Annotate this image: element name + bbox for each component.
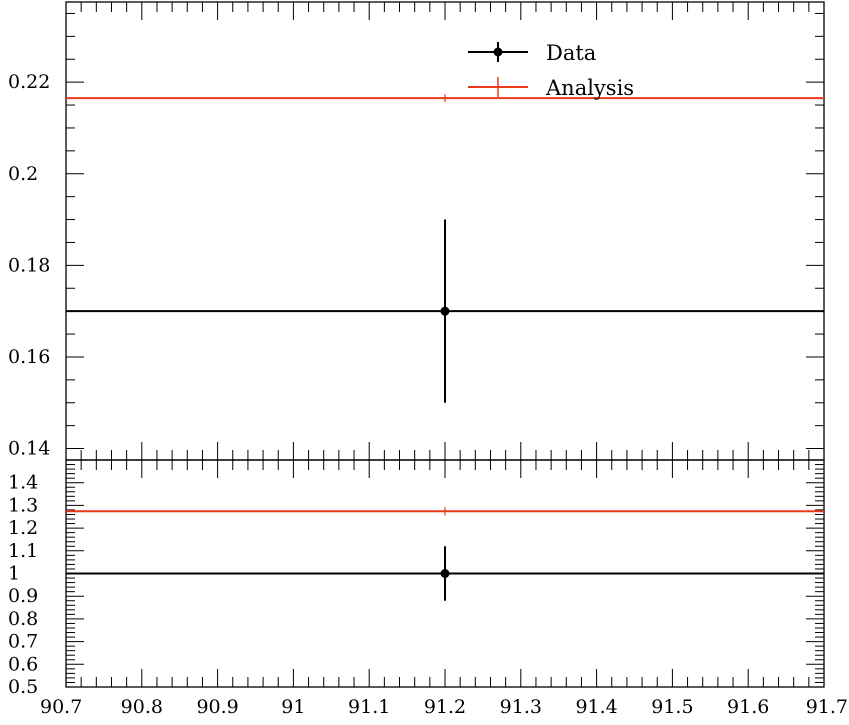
ratio-ytick-label: 1	[8, 563, 20, 585]
ratio-ytick-label: 0.8	[8, 608, 38, 630]
xtick-label: 90.9	[196, 696, 238, 718]
legend-label-data: Data	[546, 41, 596, 65]
ratio-data-marker	[440, 569, 450, 578]
ratio-ytick-label: 0.7	[8, 631, 38, 653]
xtick-label: 91.3	[500, 696, 542, 718]
ratio-ytick-label: 1.3	[8, 494, 38, 516]
main-ytick-label: 0.2	[8, 163, 38, 185]
main-panel: 0.14 0.16 0.18 0.2 0.22	[8, 1, 825, 461]
ratio-ytick-label: 0.9	[8, 585, 38, 607]
xtick-label: 91.5	[651, 696, 693, 718]
xtick-label: 91.2	[424, 696, 466, 718]
xtick-label: 91.6	[727, 696, 769, 718]
ratio-panel: 0.50.60.70.80.911.11.21.31.4 90.7 90.8 90.9…	[8, 459, 848, 718]
xtick-label: 91	[281, 696, 305, 718]
ratio-ytick-label: 0.5	[8, 676, 38, 698]
xtick-label: 91.1	[348, 696, 390, 718]
main-ytick-label: 0.16	[8, 346, 50, 368]
xtick-label: 91.7	[806, 696, 848, 718]
main-ytick-label: 0.18	[8, 254, 50, 276]
ratio-ytick-label: 1.1	[8, 540, 38, 562]
legend: Data Analysis	[468, 41, 634, 100]
main-data-marker	[440, 306, 450, 316]
xtick-label: 91.4	[575, 696, 617, 718]
legend-data-marker	[493, 47, 503, 57]
xtick-label: 90.7	[40, 696, 82, 718]
legend-label-analysis: Analysis	[545, 76, 634, 100]
ratio-ytick-label: 0.6	[8, 653, 38, 675]
main-ytick-label: 0.22	[8, 71, 50, 93]
main-ytick-label: 0.14	[8, 438, 50, 460]
ratio-ytick-label: 1.2	[8, 517, 38, 539]
xtick-label: 90.8	[121, 696, 163, 718]
legend-entry-data: Data	[468, 41, 596, 65]
legend-entry-analysis: Analysis	[468, 76, 634, 100]
ratio-ytick-label: 1.4	[8, 472, 38, 494]
